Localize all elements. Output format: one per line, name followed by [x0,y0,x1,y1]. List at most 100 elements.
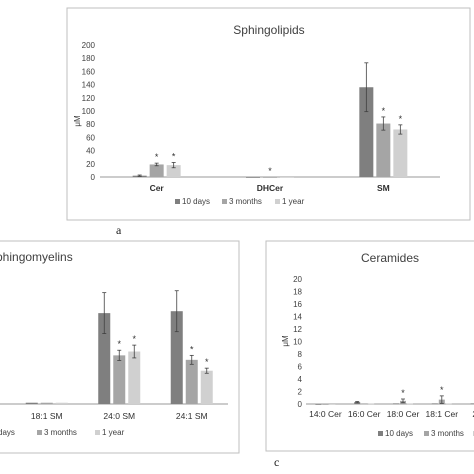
y-tick-label: 0 [91,173,96,182]
significance-star: * [382,106,386,116]
chart-b-title: phingomyelins [0,250,73,264]
y-tick-label: 0 [298,400,303,409]
bar [40,402,53,404]
significance-star: * [268,166,272,176]
bar [55,402,68,404]
significance-star: * [440,385,444,395]
chart-a-legend: 10 days 3 months 1 year [175,197,305,206]
legend-label: 3 months [44,428,77,437]
y-tick-label: 120 [82,94,96,103]
bar [315,404,322,405]
panel-label-a: a [116,223,122,237]
bar [359,87,374,177]
y-tick-label: 160 [82,67,96,76]
y-tick-label: 6 [298,363,303,372]
y-tick-label: 4 [298,375,303,384]
category-label: 20:0 [472,409,474,419]
y-tick-label: 60 [86,133,95,142]
legend-swatch [37,430,42,435]
bar [185,359,198,404]
bar [98,313,111,404]
legend-swatch [95,430,100,435]
legend-swatch [275,199,280,204]
bar [170,311,183,404]
panel-label-c: c [274,455,279,469]
chart-b-legend: days 3 months 1 year [0,428,125,437]
legend-swatch [424,431,429,436]
bar [361,403,368,405]
category-label: 18:1 Cer [425,409,458,419]
bar [280,177,294,178]
category-label: 24:0 SM [103,411,135,421]
chart-c-title: Ceramides [361,251,419,265]
bar [368,403,375,405]
bar [376,123,391,177]
y-tick-label: 20 [293,275,302,284]
y-tick-label: 20 [86,160,95,169]
bar [407,403,413,405]
legend-label: days [0,428,15,437]
category-label: DHCer [257,183,284,193]
legend-label: 10 days [385,429,413,438]
y-tick-label: 12 [293,325,302,334]
y-tick-label: 40 [86,147,95,156]
y-tick-label: 2 [298,388,303,397]
bar [200,370,213,404]
chart-a-ylabel: μM [73,115,82,127]
y-tick-label: 80 [86,120,95,129]
category-label: Cer [150,183,165,193]
bar [113,355,126,404]
y-tick-label: 200 [82,41,96,50]
chart-b-frame [0,240,240,454]
bar [445,403,452,405]
y-tick-label: 14 [293,313,302,322]
category-label: 14:0 Cer [309,409,342,419]
y-tick-label: 18 [293,288,302,297]
bar [329,404,336,405]
legend-swatch [378,431,383,436]
y-tick-label: 8 [298,350,303,359]
significance-star: * [401,388,405,398]
legend-swatch [222,199,227,204]
legend-label: 1 year [282,197,305,206]
category-label: 24:1 SM [176,411,208,421]
bar [263,177,277,178]
legend-label: 10 days [182,197,210,206]
chart-c-plot: 0 2 4 6 8 10 12 14 16 18 20 14:0 Cer 16:0 Cer * 18:0 C… [293,275,474,419]
legend-swatch [175,199,180,204]
bar [322,404,329,405]
category-label: 16:0 Cer [348,409,381,419]
bar [393,129,408,177]
bar [128,351,141,404]
chart-c-frame [265,240,474,452]
bar [393,403,399,405]
significance-star: * [399,114,403,124]
legend-label: 1 year [102,428,125,437]
bar [25,402,38,404]
chart-a-title: Sphingolipids [233,23,304,37]
legend-label: 3 months [229,197,262,206]
chart-b-plot: 0 SM18:1 SM**24:0 SM**24:1 SM [0,290,228,421]
category-label: 18:1 SM [31,411,63,421]
chart-a-plot: 0 20 40 60 80 100 120 140 160 180 200 * * Cer * DHCer * *… [82,41,440,193]
bar [149,164,164,177]
y-tick-label: 180 [82,54,96,63]
significance-star: * [190,344,194,354]
y-tick-label: 10 [293,338,302,347]
category-label: SM [377,183,390,193]
chart-c-ylabel: μM [281,335,290,347]
y-tick-label: 100 [82,107,96,116]
significance-star: * [117,339,121,349]
significance-star: * [132,334,136,344]
significance-star: * [155,152,159,162]
y-tick-label: 140 [82,81,96,90]
bar [470,403,474,405]
category-label: 18:0 Cer [387,409,420,419]
bar [166,165,181,177]
chart-a-frame [66,7,471,221]
y-tick-label: 16 [293,300,302,309]
bar [246,177,260,178]
legend-label: 3 months [431,429,464,438]
significance-star: * [205,357,209,367]
